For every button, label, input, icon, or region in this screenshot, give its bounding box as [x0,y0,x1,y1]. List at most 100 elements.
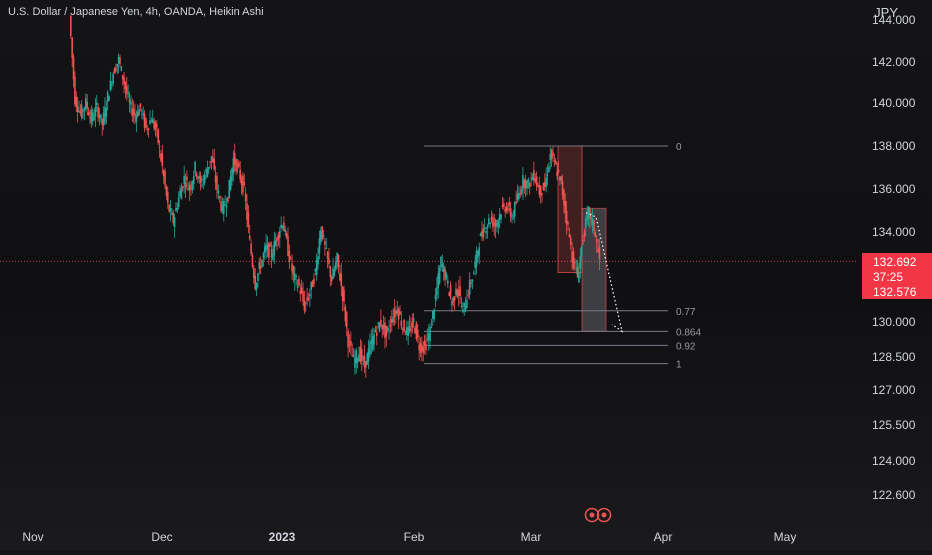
x-tick-label: Dec [151,530,172,544]
candle-body [590,217,593,219]
candle-body [105,107,108,117]
candle-body [123,77,125,85]
candle-body [295,275,297,277]
candle-body [496,223,498,226]
candle-body [466,299,468,309]
candle-body [71,37,73,58]
candle-body [478,247,481,256]
candle-body [548,166,550,173]
candle-body [526,180,528,189]
candle-body [263,246,266,253]
candle-body [554,160,557,165]
x-tick-label: Nov [22,530,43,544]
candle-body [586,213,588,220]
candle-body [412,318,415,323]
candle-body [492,216,494,228]
candle-body [120,66,123,71]
candle-body [165,186,168,196]
candle-body [173,217,176,228]
candle-body [317,256,319,265]
y-axis: 144.000 142.000 140.000 138.000 136.000 134.0… [872,13,916,502]
candle-body [91,112,94,121]
candle-body [198,176,201,179]
candle-body [294,273,296,281]
candle-body [98,115,101,118]
candle-body [186,176,188,181]
replay-icon[interactable] [584,507,612,523]
candle-body [597,249,599,253]
candle-body [464,306,467,312]
candle-body [313,278,315,284]
candle-body [175,207,177,212]
candle-body [505,206,508,211]
candle-body [565,210,568,225]
candle-body [436,287,438,296]
candle-body [530,177,532,179]
candle-body [307,297,310,300]
candle-body [582,239,584,241]
candle-body [377,322,379,324]
candle-body [561,181,564,196]
candle-body [209,161,211,163]
candle-body [128,99,131,103]
candle-body [176,207,179,210]
candle-body [522,174,524,190]
candle-body [315,259,318,276]
candle-body [214,175,217,183]
candle-body [519,192,522,195]
candle-body [85,98,87,110]
candle-body [205,169,207,172]
symbol-title: U.S. Dollar / Japanese Yen, 4h, OANDA, H… [8,6,264,18]
candle-body [365,361,367,368]
x-tick-label: Mar [521,530,542,544]
candle-body [416,329,419,338]
candle-body [460,305,463,307]
candle-body [104,106,106,123]
candle-body [425,343,427,351]
candle-body [232,158,235,175]
candle-body [201,184,203,186]
candle-body [584,218,587,229]
candle-body [149,120,151,124]
candle-body [404,333,407,335]
y-tick-label: 144.000 [872,13,916,27]
candle-body [168,204,170,212]
x-axis: Nov Dec 2023 Feb Mar Apr May [22,530,796,544]
candle-body [575,268,578,270]
x-tick-label: May [774,530,797,544]
candle-body [587,206,590,218]
candle-body [225,205,228,208]
candle-body [244,193,247,202]
candle-body [419,343,422,353]
candle-body [220,201,222,211]
candle-body [202,179,205,181]
last-price: 132.692 [873,255,917,269]
bar-countdown: 37:25 [873,270,904,284]
candle-body [284,229,287,232]
candle-body [384,322,386,339]
candle-body [113,68,116,74]
candle-body [440,256,442,268]
candle-body [545,177,547,187]
candle-body [538,185,541,195]
candle-body [97,106,99,118]
candle-body [281,226,284,228]
candle-body [147,128,150,130]
candle-body [442,265,445,273]
y-tick-label: 128.500 [872,350,916,364]
candle-body [266,244,269,250]
candle-body [243,182,246,185]
candle-body [206,168,209,177]
second-price: 132.576 [873,285,917,299]
candle-body [550,149,553,159]
y-tick-label: 134.000 [872,225,916,239]
candle-body [172,212,175,224]
candle-body [86,101,88,109]
candle-body [395,310,397,315]
candle-body [250,243,252,255]
candle-body [344,306,347,322]
candle-body [119,57,121,64]
candle-body [531,177,534,181]
